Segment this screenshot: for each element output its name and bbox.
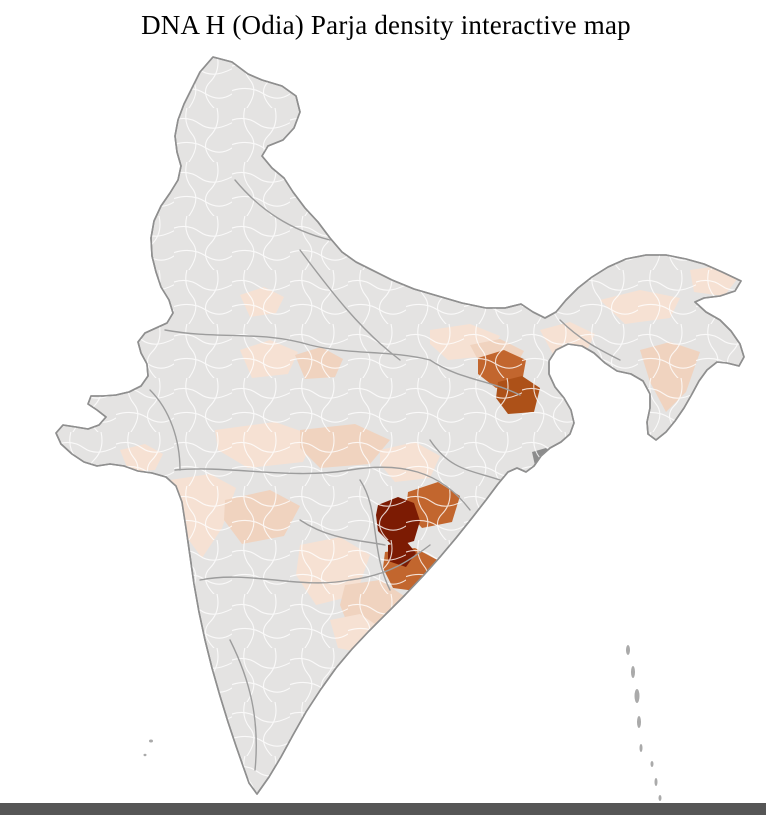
bottom-ui-strip[interactable] bbox=[0, 803, 766, 815]
state-borders bbox=[149, 179, 621, 771]
andaman-nicobar-islands bbox=[626, 645, 662, 801]
district-border-mesh bbox=[56, 57, 744, 794]
lakshadweep-islands bbox=[143, 739, 153, 757]
district-cluster-meghalaya-low[interactable] bbox=[600, 374, 645, 416]
map-title: DNA H (Odia) Parja density interactive m… bbox=[141, 10, 631, 40]
